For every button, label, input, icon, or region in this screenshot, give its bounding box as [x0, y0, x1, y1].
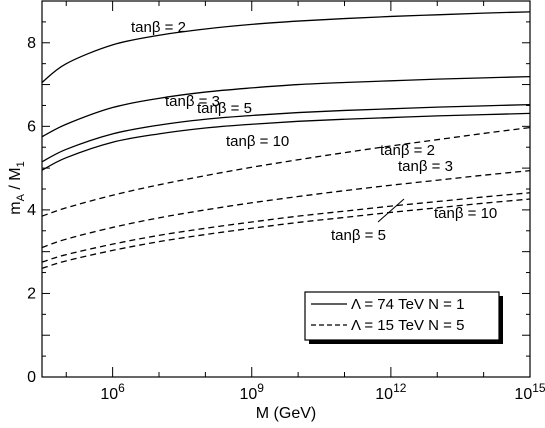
series-line-2: [42, 103, 530, 163]
legend-label-dashed: Λ = 15 TeV N = 5: [351, 317, 464, 334]
label-dashed-tanb-10: tanβ = 10: [434, 205, 497, 222]
series-line-3: [42, 112, 530, 171]
x-tick-label: 1015: [514, 381, 545, 403]
label-pointer-line: [377, 198, 405, 223]
legend: Λ = 74 TeV N = 1 Λ = 15 TeV N = 5: [304, 291, 503, 344]
label-solid-tanb-5: tanβ = 5: [197, 100, 252, 117]
axis-tick-labels: 0 2 4 6 8 106 109 1012 1015: [27, 35, 545, 403]
series-line-5: [42, 169, 530, 249]
series-line-1: [42, 75, 530, 138]
y-axis-title: mA / M1: [7, 161, 27, 214]
y-tick-label: 8: [27, 35, 36, 52]
y-tick-label: 2: [27, 285, 36, 302]
series-lines: [42, 11, 530, 270]
label-solid-tanb-10: tanβ = 10: [226, 133, 289, 150]
legend-box: [304, 291, 500, 341]
x-tick-label: 109: [240, 381, 265, 403]
y-tick-label: 0: [27, 369, 36, 386]
series-line-0: [42, 11, 530, 83]
series-line-6: [42, 192, 530, 263]
y-tick-label: 4: [27, 202, 36, 219]
label-dashed-tanb-5: tanβ = 5: [331, 227, 386, 244]
x-tick-label: 106: [100, 381, 125, 403]
label-solid-tanb-3: tanβ = 3: [165, 93, 220, 110]
label-solid-tanb-2: tanβ = 2: [131, 19, 186, 36]
y-tick-label: 6: [27, 118, 36, 135]
label-dashed-tanb-2: tanβ = 2: [380, 142, 435, 159]
legend-label-solid: Λ = 74 TeV N = 1: [351, 296, 464, 313]
axis-ticks: [42, 0, 531, 378]
x-tick-label: 1012: [375, 381, 406, 403]
series-labels: tanβ = 2 tanβ = 3 tanβ = 5 tanβ = 10 tan…: [131, 19, 497, 244]
x-axis-title: M (GeV): [256, 405, 316, 422]
label-dashed-tanb-3: tanβ = 3: [398, 158, 453, 175]
series-line-7: [42, 198, 530, 270]
